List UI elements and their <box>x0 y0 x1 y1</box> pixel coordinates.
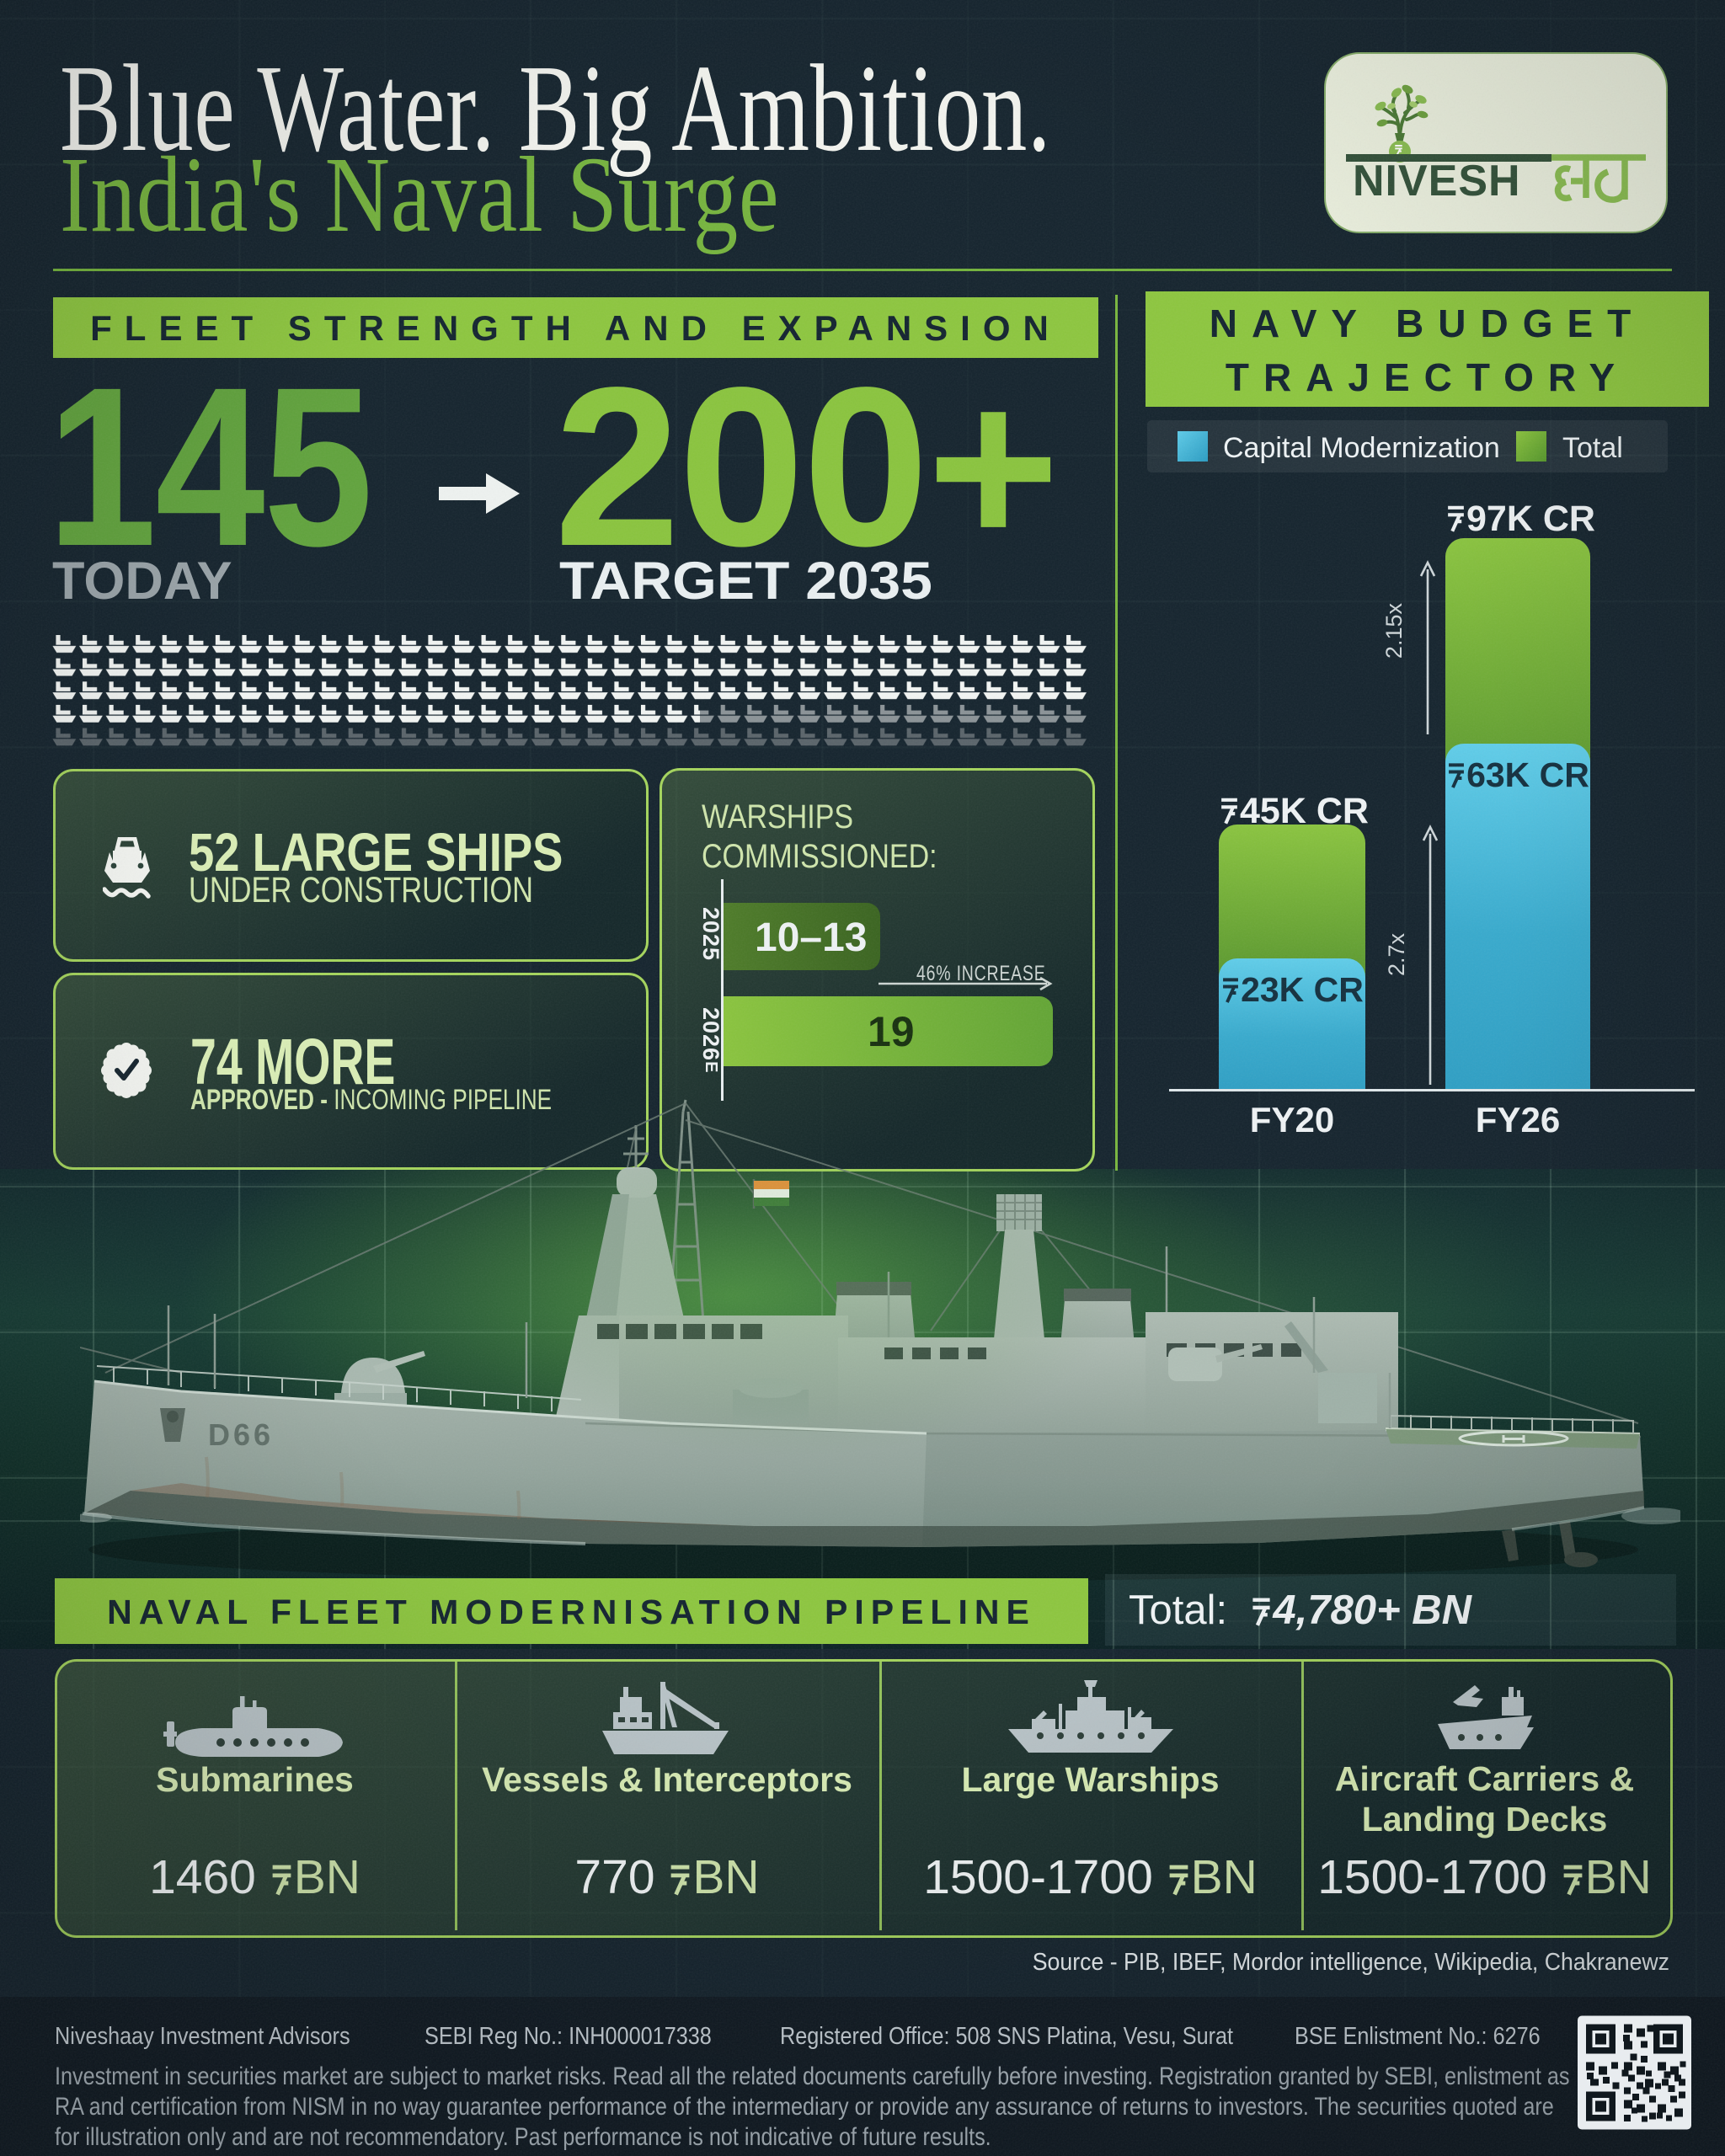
svg-text:D66: D66 <box>208 1417 274 1452</box>
svg-text:NIVESH: NIVESH <box>1353 157 1521 205</box>
